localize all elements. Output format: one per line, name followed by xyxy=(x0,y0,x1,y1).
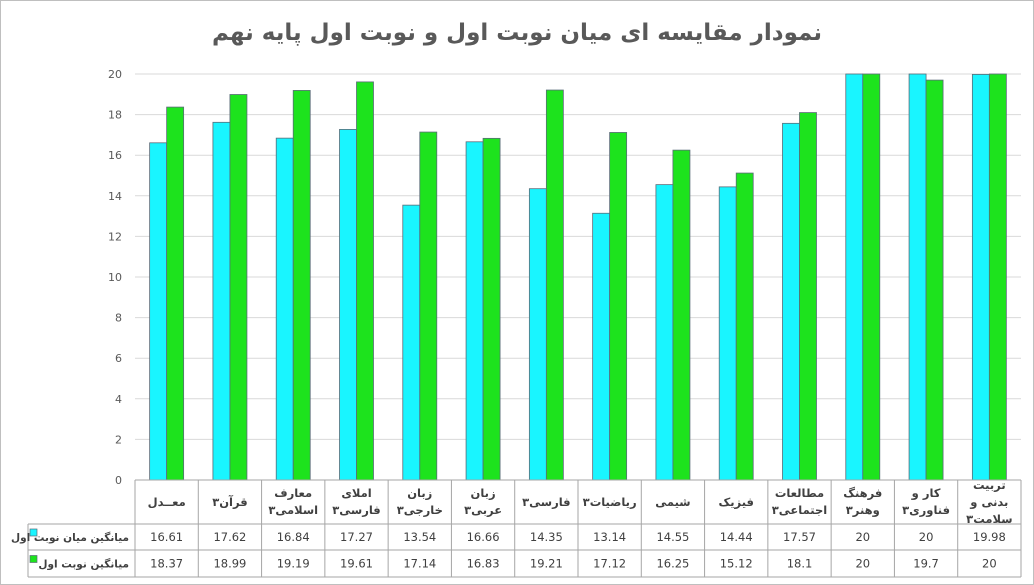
bar-series-2 xyxy=(419,131,438,481)
y-tick-label: 20 xyxy=(108,68,122,81)
bar-series-1 xyxy=(845,73,864,481)
bar-series-1 xyxy=(718,186,737,481)
bar-series-2 xyxy=(799,112,817,481)
data-label: 18.1 xyxy=(787,557,813,571)
data-label: 16.84 xyxy=(277,530,310,544)
bar-series-1 xyxy=(402,204,421,481)
y-tick-label: 8 xyxy=(115,312,122,325)
y-tick-label: 2 xyxy=(115,433,122,446)
bar-series-2 xyxy=(356,81,374,481)
category-label: کار و فناوری۳ xyxy=(902,486,950,517)
category-label: معارف اسلامی۳ xyxy=(268,486,319,517)
bar-series-2 xyxy=(672,149,691,481)
bar-series-1 xyxy=(655,184,674,481)
bar-series-1 xyxy=(971,74,990,481)
data-label: 17.12 xyxy=(593,557,626,571)
bar-series-2 xyxy=(609,132,628,481)
bar-series-2 xyxy=(925,79,944,481)
data-label: 14.35 xyxy=(530,530,563,544)
category-label: شیمی xyxy=(655,494,691,509)
data-label: 17.62 xyxy=(213,530,246,544)
category-label: معــدل xyxy=(147,494,186,509)
chart-title: نمودار مقایسه ای میان نوبت اول و نوبت او… xyxy=(211,20,823,46)
bar-series-2 xyxy=(862,73,881,481)
y-tick-label: 6 xyxy=(115,352,122,365)
data-label: 13.14 xyxy=(593,530,626,544)
category-label: مطالعات اجتماعی۳ xyxy=(771,486,828,517)
y-tick-label: 4 xyxy=(115,393,122,406)
bar-series-1 xyxy=(528,188,547,481)
data-label: 13.54 xyxy=(403,530,436,544)
bar-series-2 xyxy=(735,172,754,481)
data-label: 19.7 xyxy=(913,557,939,571)
data-label: 17.57 xyxy=(783,530,816,544)
legend-key xyxy=(29,528,38,537)
legend-label: میانگین نوبت اول xyxy=(38,558,129,571)
data-label: 17.14 xyxy=(403,557,436,571)
data-label: 20 xyxy=(982,557,997,571)
category-label: فیزیک xyxy=(718,494,754,509)
bar-series-1 xyxy=(908,73,927,481)
category-label: قرآن۳ xyxy=(212,494,248,509)
category-label: زبان خارجی۳ xyxy=(396,486,443,517)
bar-series-1 xyxy=(465,141,484,481)
category-label: زبان عربی۳ xyxy=(464,486,503,517)
bar-series-2 xyxy=(988,73,1007,481)
legend-key xyxy=(29,555,38,563)
data-label: 18.37 xyxy=(150,557,183,571)
data-label: 20 xyxy=(855,530,870,544)
category-label: ریاضیات۳ xyxy=(582,494,637,509)
bar-series-1 xyxy=(212,121,231,481)
bar-series-2 xyxy=(482,137,501,481)
data-label: 20 xyxy=(855,557,870,571)
bar-series-2 xyxy=(229,94,248,481)
bar-series-2 xyxy=(545,89,564,481)
data-label: 16.66 xyxy=(467,530,500,544)
category-label: تربیت بدنی و سلامت۳ xyxy=(966,477,1013,526)
bar-series-1 xyxy=(149,142,168,481)
bar-series-2 xyxy=(166,106,185,481)
data-label: 19.61 xyxy=(340,557,373,571)
y-tick-label: 0 xyxy=(115,474,122,487)
bar-series-1 xyxy=(592,212,611,481)
data-label: 19.98 xyxy=(973,530,1006,544)
data-label: 17.27 xyxy=(340,530,373,544)
legend-label: میانگین میان نوبت اول xyxy=(11,531,129,544)
bar-series-2 xyxy=(292,90,311,481)
y-tick-label: 16 xyxy=(108,149,122,162)
y-tick-label: 14 xyxy=(108,190,122,203)
bar-series-1 xyxy=(782,122,800,481)
data-label: 20 xyxy=(919,530,934,544)
y-tick-label: 12 xyxy=(108,230,122,243)
data-label: 19.21 xyxy=(530,557,563,571)
y-tick-label: 10 xyxy=(108,271,122,284)
data-label: 14.55 xyxy=(656,530,689,544)
data-label: 18.99 xyxy=(213,557,246,571)
data-label: 16.83 xyxy=(467,557,500,571)
category-label: فارسی۳ xyxy=(522,494,571,509)
category-label: فرهنگ وهنر۳ xyxy=(843,486,883,517)
data-label: 15.12 xyxy=(720,557,753,571)
bar-series-1 xyxy=(339,129,357,481)
data-label: 14.44 xyxy=(720,530,753,544)
data-label: 16.25 xyxy=(656,557,689,571)
bar-series-1 xyxy=(275,137,294,481)
data-label: 19.19 xyxy=(277,557,310,571)
y-tick-label: 18 xyxy=(108,109,122,122)
data-label: 16.61 xyxy=(150,530,183,544)
category-label: املای فارسی۳ xyxy=(332,486,381,517)
